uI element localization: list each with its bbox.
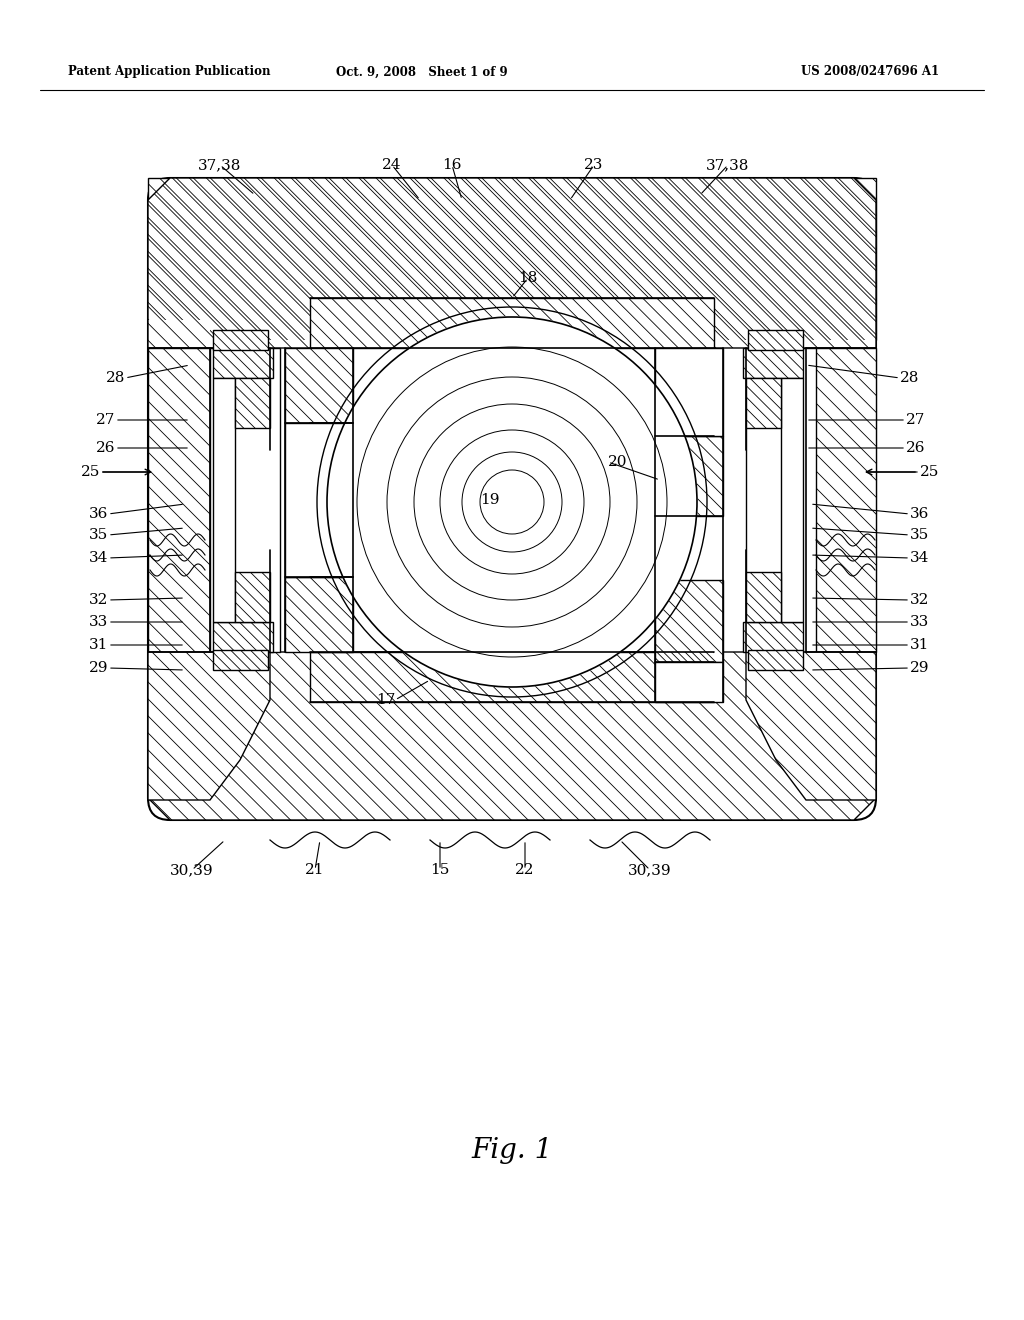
Text: 18: 18 bbox=[518, 271, 538, 285]
Polygon shape bbox=[285, 348, 353, 422]
Text: 37,38: 37,38 bbox=[199, 158, 242, 172]
Polygon shape bbox=[743, 348, 803, 378]
Polygon shape bbox=[310, 298, 714, 348]
Text: 27: 27 bbox=[95, 413, 115, 426]
Text: 34: 34 bbox=[910, 550, 930, 565]
Text: 17: 17 bbox=[376, 693, 395, 708]
Text: 35: 35 bbox=[89, 528, 108, 543]
Text: 31: 31 bbox=[910, 638, 930, 652]
Text: 20: 20 bbox=[608, 455, 628, 469]
Bar bbox=[781, 378, 803, 622]
Text: 21: 21 bbox=[305, 863, 325, 876]
Polygon shape bbox=[310, 652, 714, 702]
Text: 30,39: 30,39 bbox=[170, 863, 214, 876]
Text: 33: 33 bbox=[910, 615, 929, 630]
Text: 33: 33 bbox=[89, 615, 108, 630]
Polygon shape bbox=[148, 652, 270, 800]
Polygon shape bbox=[748, 649, 803, 671]
Text: 36: 36 bbox=[910, 507, 930, 521]
Text: 29: 29 bbox=[88, 661, 108, 675]
Text: 32: 32 bbox=[89, 593, 108, 607]
Polygon shape bbox=[285, 577, 353, 652]
Bar bbox=[746, 348, 816, 652]
Text: 32: 32 bbox=[910, 593, 930, 607]
Text: Oct. 9, 2008   Sheet 1 of 9: Oct. 9, 2008 Sheet 1 of 9 bbox=[336, 66, 508, 78]
Circle shape bbox=[327, 317, 697, 686]
Text: 15: 15 bbox=[430, 863, 450, 876]
Text: 31: 31 bbox=[89, 638, 108, 652]
Text: 26: 26 bbox=[906, 441, 926, 455]
Text: 28: 28 bbox=[900, 371, 920, 385]
Polygon shape bbox=[234, 572, 270, 622]
Polygon shape bbox=[213, 649, 268, 671]
Text: 26: 26 bbox=[95, 441, 115, 455]
Polygon shape bbox=[748, 330, 803, 350]
Text: 25: 25 bbox=[920, 465, 939, 479]
Text: Patent Application Publication: Patent Application Publication bbox=[68, 66, 270, 78]
Polygon shape bbox=[746, 378, 781, 428]
Polygon shape bbox=[655, 436, 723, 516]
Bar bbox=[655, 663, 723, 702]
Polygon shape bbox=[814, 348, 876, 652]
Text: 23: 23 bbox=[585, 158, 604, 172]
Text: 19: 19 bbox=[480, 492, 500, 507]
Polygon shape bbox=[743, 622, 803, 652]
Polygon shape bbox=[213, 348, 273, 378]
Text: 37,38: 37,38 bbox=[707, 158, 750, 172]
Polygon shape bbox=[213, 622, 273, 652]
Text: 35: 35 bbox=[910, 528, 929, 543]
Polygon shape bbox=[234, 378, 270, 428]
Text: 28: 28 bbox=[105, 371, 125, 385]
Text: 27: 27 bbox=[906, 413, 926, 426]
Polygon shape bbox=[213, 330, 268, 350]
Bar bbox=[285, 422, 353, 577]
Bar bbox=[655, 348, 723, 436]
Bar bbox=[213, 378, 234, 622]
Text: 30,39: 30,39 bbox=[628, 863, 672, 876]
Text: US 2008/0247696 A1: US 2008/0247696 A1 bbox=[801, 66, 939, 78]
Text: Fig. 1: Fig. 1 bbox=[471, 1137, 553, 1163]
Text: 24: 24 bbox=[382, 158, 401, 172]
Polygon shape bbox=[148, 178, 876, 348]
Polygon shape bbox=[746, 652, 876, 800]
Polygon shape bbox=[655, 579, 723, 663]
FancyBboxPatch shape bbox=[148, 178, 876, 820]
Bar bbox=[210, 348, 280, 652]
Polygon shape bbox=[148, 652, 876, 820]
Text: 36: 36 bbox=[89, 507, 108, 521]
Text: 34: 34 bbox=[89, 550, 108, 565]
Text: 25: 25 bbox=[81, 465, 100, 479]
Polygon shape bbox=[148, 178, 876, 341]
Text: 29: 29 bbox=[910, 661, 930, 675]
Polygon shape bbox=[148, 348, 210, 652]
Text: 16: 16 bbox=[442, 158, 462, 172]
Text: 22: 22 bbox=[515, 863, 535, 876]
Polygon shape bbox=[746, 572, 781, 622]
